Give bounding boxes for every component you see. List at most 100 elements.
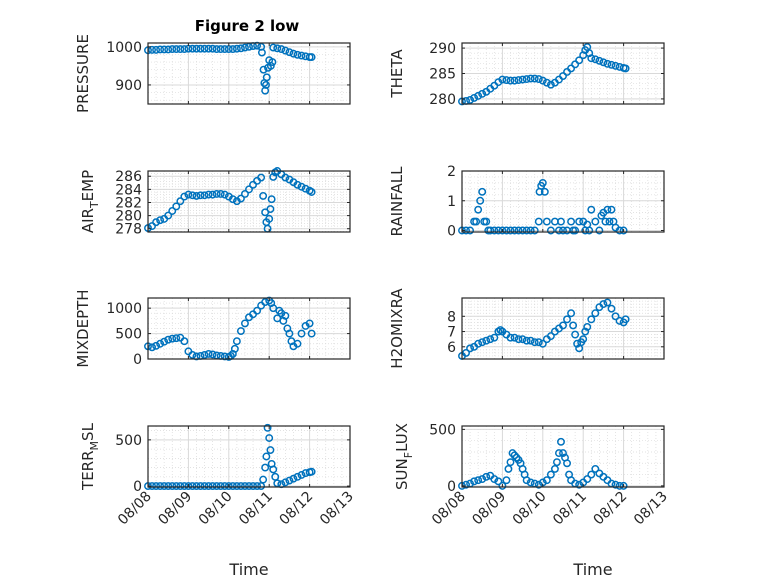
data-point: [168, 482, 177, 491]
y-axis-label: MIXDEPTH: [74, 289, 92, 367]
data-point: [563, 315, 571, 324]
data-point: [281, 46, 290, 55]
data-point: [583, 475, 592, 484]
data-point: [208, 44, 217, 53]
y-tick-label: 8: [447, 309, 456, 325]
data-point: [268, 58, 277, 67]
data-point: [555, 449, 563, 458]
figure-title: Figure 2 low: [195, 17, 300, 35]
data-point: [552, 458, 561, 467]
data-point: [510, 76, 519, 85]
data-point: [184, 482, 193, 491]
plot-area: [148, 43, 350, 104]
subplot-h2omixra: 678 H2OMIXRA: [388, 288, 665, 369]
data-point: [230, 344, 239, 353]
data-point: [204, 44, 213, 53]
data-point: [615, 226, 624, 235]
data-point: [530, 74, 539, 83]
data-point: [474, 91, 483, 100]
data-point: [228, 45, 237, 54]
data-point: [490, 475, 499, 484]
y-tick-label: 500: [429, 422, 456, 438]
data-point: [538, 76, 547, 85]
data-point: [546, 80, 555, 89]
data-point: [575, 217, 584, 226]
data-point: [152, 341, 161, 350]
data-point: [595, 226, 604, 235]
data-point: [253, 482, 262, 491]
plot-area: [148, 426, 350, 487]
axes-box: [461, 170, 665, 233]
y-tick-label: 280: [429, 92, 456, 108]
data-point: [180, 337, 189, 346]
data-point: [474, 476, 483, 485]
data-point: [265, 214, 274, 223]
data-point: [172, 482, 181, 491]
axes-box: [461, 425, 665, 488]
data-point: [611, 312, 620, 321]
data-point: [504, 464, 513, 473]
data-point: [236, 482, 245, 491]
data-point: [591, 464, 600, 473]
data-point: [478, 89, 487, 98]
data-point: [486, 335, 495, 344]
y-tick-label: 2: [447, 164, 456, 180]
data-point: [257, 48, 266, 57]
data-point: [583, 323, 592, 331]
data-point: [486, 226, 495, 235]
data-point: [466, 226, 475, 235]
data-point: [474, 339, 483, 348]
subplot-mixdepth: 0 500 1000 MIXDEPTH: [74, 289, 351, 368]
data-point: [281, 311, 290, 320]
data-point: [557, 437, 565, 446]
data-point: [546, 470, 555, 479]
data-point: [559, 321, 567, 330]
data-point: [494, 477, 503, 486]
data-point: [273, 44, 282, 53]
data-point: [164, 211, 173, 220]
data-point: [297, 329, 306, 338]
data-point: [232, 44, 241, 53]
data-point: [474, 205, 483, 214]
data-point: [266, 446, 275, 454]
data-point: [540, 187, 549, 196]
data-point: [619, 226, 628, 235]
x-tick-label: 08/09: [469, 489, 509, 529]
y-tick-label: 1: [447, 194, 456, 210]
data-point: [502, 76, 511, 85]
data-point: [518, 226, 527, 235]
data-point: [297, 182, 306, 191]
data-point: [212, 190, 221, 198]
y-axis-label: TERRMSL: [79, 422, 101, 491]
data-point: [156, 339, 165, 348]
data-point: [176, 45, 185, 54]
y-tick-label: 0: [447, 479, 456, 495]
data-point: [510, 333, 519, 342]
data-point: [534, 75, 543, 84]
data-point: [587, 470, 596, 479]
subplot-pressure: 900 1000 PRESSURE: [74, 34, 351, 113]
data-point: [188, 482, 197, 491]
data-point: [518, 335, 527, 344]
x-tick-label: 08/10: [196, 489, 236, 529]
data-point: [220, 190, 229, 199]
plot-area: [148, 171, 350, 232]
data-point: [559, 226, 567, 235]
y-tick-label: 6: [447, 340, 456, 356]
axes-box: [147, 42, 351, 105]
data-point: [534, 217, 543, 226]
data-point: [605, 217, 614, 226]
y-tick-label: 500: [115, 327, 142, 343]
data-point: [156, 482, 165, 491]
data-point: [478, 338, 487, 347]
data-point: [200, 482, 209, 491]
data-point: [152, 218, 161, 227]
data-point: [180, 192, 189, 201]
data-point: [591, 309, 600, 318]
data-point: [470, 477, 479, 486]
data-point: [470, 93, 479, 102]
axes-box: [147, 170, 351, 233]
data-point: [550, 464, 559, 473]
